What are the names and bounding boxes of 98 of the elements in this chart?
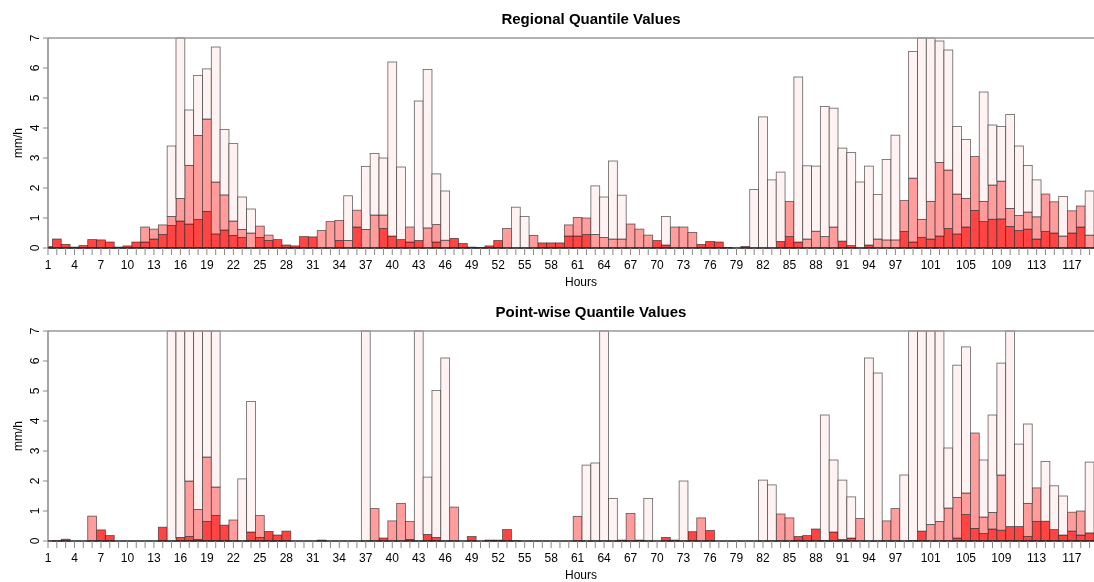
x-tick-label: 58 <box>544 258 559 272</box>
y-tick-label: 4 <box>28 417 42 425</box>
x-tick-label: 94 <box>862 551 876 565</box>
x-tick-label: 76 <box>703 258 718 272</box>
x-tick-label: 19 <box>200 258 214 272</box>
x-tick-label: 1 <box>44 258 52 272</box>
y-tick-label: 4 <box>28 124 42 132</box>
x-tick-label: 37 <box>359 551 373 565</box>
chart-title: Point-wise Quantile Values <box>495 303 687 320</box>
x-tick-label: 67 <box>623 551 638 565</box>
x-tick-label: 7 <box>97 551 105 565</box>
x-tick-label: 40 <box>385 551 400 565</box>
x-tick-label: 97 <box>888 258 903 272</box>
y-tick-label: 5 <box>28 94 42 102</box>
y-tick-label: 6 <box>28 64 42 72</box>
y-tick-label: 0 <box>28 537 42 545</box>
x-tick-label: 16 <box>173 551 188 565</box>
x-tick-label: 79 <box>729 551 744 565</box>
x-tick-label: 16 <box>173 258 188 272</box>
x-tick-label: 85 <box>782 258 797 272</box>
x-tick-label: 82 <box>756 258 770 272</box>
x-tick-label: 113 <box>1027 551 1047 565</box>
x-tick-label: 31 <box>306 258 320 272</box>
x-tick-label: 10 <box>120 258 135 272</box>
x-tick-label: 91 <box>835 258 850 272</box>
x-tick-label: 31 <box>306 551 320 565</box>
x-tick-label: 19 <box>200 551 214 565</box>
x-tick-label: 73 <box>676 551 691 565</box>
y-tick-label: 2 <box>28 477 42 485</box>
y-tick-label: 7 <box>28 34 42 42</box>
y-tick-label: 3 <box>28 154 42 162</box>
x-tick-label: 37 <box>359 258 373 272</box>
x-tick-label: 105 <box>955 551 977 565</box>
x-tick-label: 61 <box>570 551 585 565</box>
y-tick-label: 0 <box>28 244 42 252</box>
x-tick-label: 88 <box>809 258 823 272</box>
x-tick-label: 43 <box>412 551 426 565</box>
x-tick-label: 61 <box>570 258 585 272</box>
x-tick-label: 58 <box>544 551 559 565</box>
x-tick-label: 76 <box>703 551 718 565</box>
x-tick-label: 88 <box>809 551 823 565</box>
x-tick-label: 1 <box>44 551 52 565</box>
y-tick-label: 5 <box>28 387 42 395</box>
x-tick-label: 97 <box>888 551 903 565</box>
x-tick-label: 91 <box>835 551 850 565</box>
x-tick-label: 64 <box>597 551 612 565</box>
x-tick-label: 67 <box>623 258 638 272</box>
x-tick-label: 101 <box>920 258 942 272</box>
chart-title: Regional Quantile Values <box>501 10 681 27</box>
x-tick-label: 22 <box>226 551 241 565</box>
x-tick-label: 109 <box>991 258 1012 272</box>
x-tick-label: 46 <box>438 258 453 272</box>
x-tick-label: 28 <box>279 551 294 565</box>
x-tick-label: 73 <box>676 258 691 272</box>
x-tick-label: 101 <box>920 551 942 565</box>
x-tick-label: 52 <box>491 551 506 565</box>
x-tick-label: 28 <box>279 258 294 272</box>
x-tick-label: 25 <box>253 551 267 565</box>
x-tick-label: 40 <box>385 258 400 272</box>
x-tick-label: 109 <box>991 551 1012 565</box>
x-tick-label: 13 <box>147 551 161 565</box>
x-tick-label: 55 <box>517 258 532 272</box>
x-tick-label: 117 <box>1062 258 1082 272</box>
x-tick-label: 13 <box>147 258 161 272</box>
y-axis-title: mm/h <box>11 421 25 451</box>
x-tick-label: 34 <box>332 551 347 565</box>
x-tick-label: 94 <box>862 258 876 272</box>
y-tick-label: 7 <box>28 327 42 335</box>
x-axis-title: Hours <box>564 275 598 289</box>
x-tick-label: 64 <box>597 258 612 272</box>
y-tick-label: 1 <box>28 214 42 222</box>
x-tick-label: 49 <box>465 551 479 565</box>
y-tick-label: 2 <box>28 184 42 192</box>
x-tick-label: 85 <box>782 551 797 565</box>
x-tick-label: 82 <box>756 551 770 565</box>
x-tick-label: 113 <box>1027 258 1047 272</box>
y-tick-label: 3 <box>28 447 42 455</box>
x-tick-label: 55 <box>517 551 532 565</box>
x-tick-label: 43 <box>412 258 426 272</box>
x-tick-label: 70 <box>650 258 665 272</box>
x-tick-label: 4 <box>71 258 79 272</box>
x-tick-label: 7 <box>97 258 105 272</box>
x-tick-label: 4 <box>71 551 79 565</box>
x-tick-label: 117 <box>1062 551 1082 565</box>
x-tick-label: 79 <box>729 258 744 272</box>
x-tick-label: 70 <box>650 551 665 565</box>
x-tick-label: 52 <box>491 258 506 272</box>
x-tick-label: 105 <box>955 258 977 272</box>
x-tick-label: 34 <box>332 258 347 272</box>
x-axis-title: Hours <box>564 568 598 582</box>
x-tick-label: 49 <box>465 258 479 272</box>
y-tick-label: 6 <box>28 357 42 365</box>
y-tick-label: 1 <box>28 507 42 515</box>
y-axis-title: mm/h <box>11 128 25 158</box>
x-tick-label: 10 <box>120 551 135 565</box>
x-tick-label: 22 <box>226 258 241 272</box>
x-tick-label: 25 <box>253 258 267 272</box>
x-tick-label: 46 <box>438 551 453 565</box>
